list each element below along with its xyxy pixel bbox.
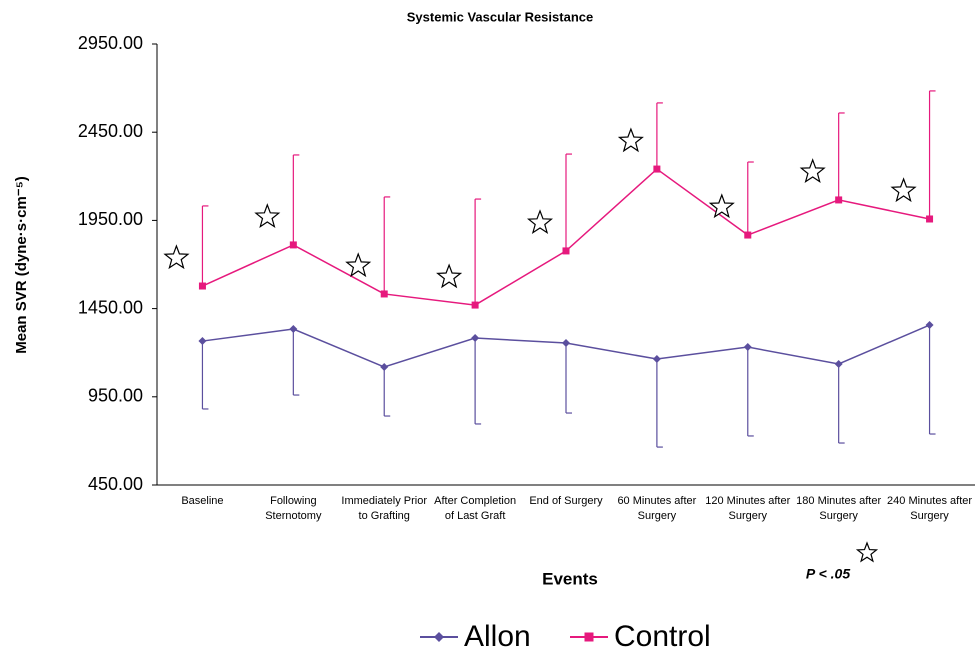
annotation: P < .05: [806, 566, 850, 582]
marker: [562, 338, 570, 347]
marker: [380, 290, 388, 298]
y-tick-label: 2450.00: [78, 121, 143, 141]
y-tick-label: 2950.00: [78, 33, 143, 53]
marker: [653, 165, 661, 173]
x-tick-label: 240 Minutes after Surgery: [887, 495, 973, 522]
y-tick-label: 950.00: [88, 386, 143, 406]
significance-star: [617, 127, 644, 153]
marker: [743, 343, 752, 352]
marker: [562, 247, 570, 255]
marker: [744, 231, 752, 239]
y-tick-label: 1450.00: [78, 297, 143, 317]
significance-star: [890, 177, 917, 203]
marker: [925, 321, 934, 330]
y-tick-label: 450.00: [88, 474, 143, 494]
y-axis-label: Mean SVR (dyne·s·cm⁻⁵): [13, 176, 30, 354]
x-tick-label: Baseline: [181, 495, 224, 507]
significance-star: [855, 541, 879, 563]
marker: [380, 362, 389, 371]
x-tick-label: End of Surgery: [529, 495, 603, 507]
marker: [289, 325, 298, 334]
legend-marker: [434, 632, 444, 642]
significance-star: [163, 244, 190, 270]
x-axis-label: Events: [542, 569, 598, 588]
significance-star: [526, 209, 554, 234]
legend-marker: [584, 632, 594, 642]
significance-star: [436, 263, 463, 289]
x-tick-label: 180 Minutes after Surgery: [796, 495, 882, 522]
marker: [834, 359, 843, 368]
marker: [652, 355, 661, 364]
significance-star: [254, 203, 281, 228]
chart-title: Systemic Vascular Resistance: [407, 9, 593, 24]
marker: [471, 301, 479, 309]
x-tick-label: After Completion of Last Graft: [434, 495, 517, 522]
marker: [471, 334, 480, 343]
legend-label: Allon: [464, 620, 531, 653]
marker: [198, 337, 207, 346]
x-tick-label: 120 Minutes after Surgery: [705, 495, 791, 522]
legend-label: Control: [614, 620, 711, 653]
significance-star: [345, 252, 372, 278]
marker: [835, 196, 843, 204]
significance-star: [708, 193, 735, 219]
x-tick-label: 60 Minutes after Surgery: [617, 495, 697, 522]
y-tick-label: 1950.00: [78, 209, 143, 229]
x-tick-label: Immediately Prior to Grafting: [341, 495, 427, 522]
marker: [926, 215, 934, 223]
marker: [289, 241, 297, 249]
significance-star: [799, 158, 826, 183]
x-tick-label: Following Sternotomy: [265, 495, 322, 522]
marker: [198, 282, 206, 290]
